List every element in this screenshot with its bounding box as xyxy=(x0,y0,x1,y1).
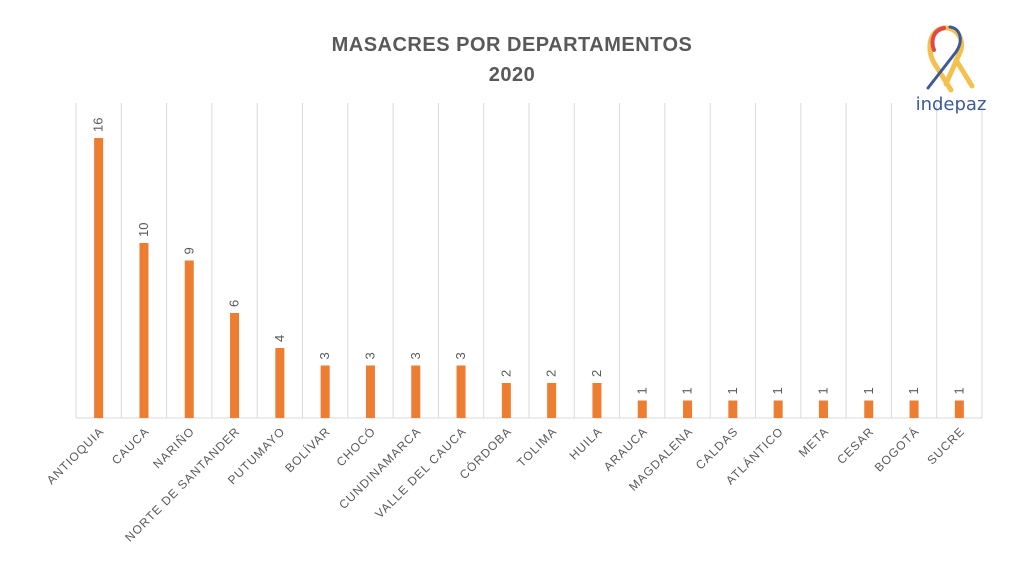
data-label: 3 xyxy=(317,352,332,359)
bar xyxy=(728,400,738,418)
category-label: SUCRE xyxy=(924,424,967,467)
bar xyxy=(501,383,511,418)
data-label: 6 xyxy=(227,300,242,307)
bar xyxy=(320,365,330,418)
data-label: 1 xyxy=(861,387,876,394)
category-label: BOGOTÁ xyxy=(871,424,922,475)
category-label: CUNDINAMARCA xyxy=(336,424,424,512)
bar xyxy=(592,383,602,418)
data-label: 10 xyxy=(136,223,151,237)
bar xyxy=(411,365,421,418)
category-label: NARIÑO xyxy=(150,424,197,471)
data-label: 3 xyxy=(408,352,423,359)
bar xyxy=(954,400,964,418)
bar xyxy=(365,365,375,418)
data-label: 1 xyxy=(815,387,830,394)
data-label: 1 xyxy=(770,387,785,394)
category-label: CESAR xyxy=(834,424,877,467)
data-label: 2 xyxy=(544,370,559,377)
category-label: BOLÍVAR xyxy=(282,424,334,476)
category-label: META xyxy=(796,424,832,460)
data-label: 16 xyxy=(91,118,106,132)
indepaz-logo: indepaz xyxy=(906,22,996,122)
bar xyxy=(94,138,104,418)
category-label: CHOCÓ xyxy=(333,424,379,470)
bar xyxy=(637,400,647,418)
data-label: 3 xyxy=(453,352,468,359)
bar xyxy=(547,383,557,418)
category-label: TOLIMA xyxy=(514,424,560,470)
bar xyxy=(230,313,240,418)
bar xyxy=(909,400,919,418)
bar xyxy=(139,243,149,418)
chart-title: MASACRES POR DEPARTAMENTOS xyxy=(331,34,693,56)
data-label: 1 xyxy=(906,387,921,394)
data-label: 1 xyxy=(634,387,649,394)
bar xyxy=(184,260,194,418)
category-label: ANTIOQUIA xyxy=(44,424,107,487)
data-label: 1 xyxy=(951,387,966,394)
bar xyxy=(683,400,693,418)
bar xyxy=(773,400,783,418)
data-label: 9 xyxy=(181,247,196,254)
category-label: CAUCA xyxy=(109,424,152,467)
category-label: VALLE DEL CAUCA xyxy=(372,424,469,521)
data-label: 4 xyxy=(272,335,287,342)
data-label: 2 xyxy=(498,370,513,377)
category-label: CALDAS xyxy=(693,424,741,472)
data-label: 3 xyxy=(362,352,377,359)
data-label: 1 xyxy=(680,387,695,394)
bar xyxy=(456,365,466,418)
bar xyxy=(818,400,828,418)
chart-subtitle: 2020 xyxy=(488,64,536,86)
data-label: 1 xyxy=(725,387,740,394)
data-label: 2 xyxy=(589,370,604,377)
bar xyxy=(864,400,874,418)
category-label: HUILA xyxy=(567,424,605,462)
ribbon-icon xyxy=(926,25,975,93)
logo-text: indepaz xyxy=(915,94,987,115)
bar xyxy=(275,348,285,418)
